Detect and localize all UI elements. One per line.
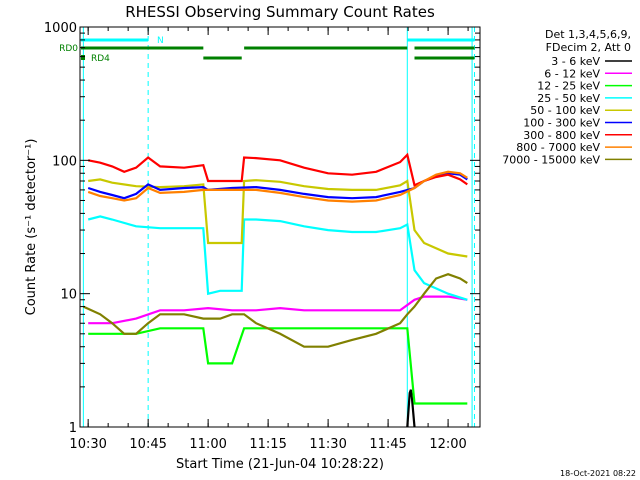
rd4-marker [81,55,85,60]
y-tick-label-3: 1000 [44,21,77,36]
legend-label-3: 25 - 50 keV [537,92,600,105]
x-tick-label-1: 10:45 [129,437,166,452]
x-tick-label-4: 11:30 [309,437,346,452]
legend-label-6: 300 - 800 keV [523,129,600,142]
x-tick-label-6: 12:00 [429,437,466,452]
legend: Det 1,3,4,5,6,9,FDecim 2, Att 03 - 6 keV… [502,28,632,166]
flag-label-rd0: RD0 [59,44,78,54]
x-axis-label: Start Time (21-Jun-04 10:28:22) [176,457,384,472]
legend-label-4: 50 - 100 keV [530,104,600,117]
flag-label-n: N [157,36,164,46]
series-line-3 [87,215,468,301]
legend-header-line-1: FDecim 2, Att 0 [546,41,631,54]
x-tick-label-0: 10:30 [69,437,106,452]
legend-label-2: 12 - 25 keV [537,80,600,93]
series-line-8 [82,273,468,348]
chart-title: RHESSI Observing Summary Count Rates [125,3,435,21]
y-axis: 1 10 100 1000 [44,21,480,436]
legend-label-7: 800 - 7000 keV [516,141,600,154]
x-axis: 10:30 10:45 11:00 11:15 11:30 11:45 12:00 [69,27,469,452]
legend-header-line-0: Det 1,3,4,5,6,9, [545,28,631,41]
legend-label-0: 3 - 6 keV [551,55,600,68]
y-tick-label-2: 100 [52,154,77,169]
y-tick-label-0: 1 [69,421,77,436]
series-line-0 [406,389,416,428]
x-tick-label-2: 11:00 [189,437,226,452]
y-tick-label-1: 10 [60,288,77,303]
y-axis-label: Count Rate (s⁻¹ detector⁻¹) [24,139,39,316]
series-group [82,152,468,428]
series-line-1 [88,295,468,325]
legend-label-1: 6 - 12 keV [544,67,600,80]
legend-label-8: 7000 - 15000 keV [502,153,600,166]
footer-date: 18-Oct-2021 08:22 [560,469,636,478]
flag-label-rd4: RD4 [91,54,110,64]
x-tick-label-3: 11:15 [249,437,286,452]
series-line-7 [87,170,468,203]
legend-label-5: 100 - 300 keV [523,117,600,130]
plot-frame [79,26,481,428]
x-tick-label-5: 11:45 [369,437,406,452]
flag-bars: N RD0 RD4 [59,36,475,64]
